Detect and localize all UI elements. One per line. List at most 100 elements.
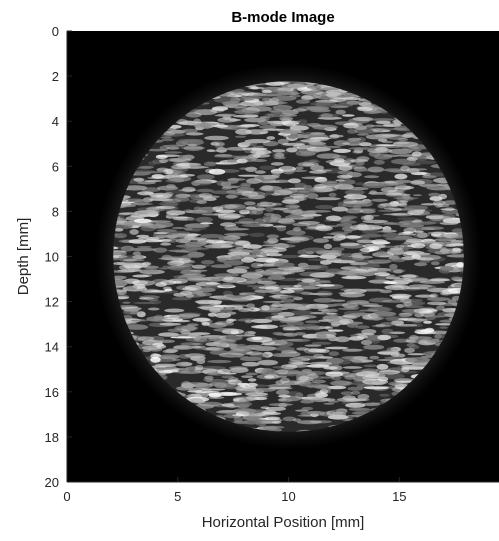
speckle-grain <box>263 410 277 414</box>
speckle-grain <box>292 120 301 123</box>
speckle-grain <box>270 312 287 316</box>
speckle-grain <box>243 409 269 414</box>
speckle-grain <box>403 277 429 282</box>
speckle-grain <box>245 392 269 397</box>
speckle-grain <box>255 150 266 155</box>
speckle-grain <box>429 196 443 202</box>
speckle-grain <box>173 345 190 350</box>
speckle-grain <box>277 303 304 309</box>
speckle-grain <box>178 189 197 192</box>
speckle-grain <box>272 225 287 228</box>
speckle-grain <box>250 245 260 250</box>
y-tick-label: 10 <box>45 250 59 265</box>
speckle-grain <box>209 382 225 387</box>
speckle-grain <box>200 388 226 391</box>
speckle-grain <box>352 150 364 154</box>
speckle-grain <box>272 331 284 335</box>
speckle-grain <box>235 249 252 253</box>
speckle-grain <box>287 236 310 242</box>
speckle-grain <box>143 239 164 243</box>
speckle-grain <box>394 173 408 180</box>
speckle-grain <box>196 188 214 193</box>
speckle-grain <box>352 262 368 266</box>
speckle-grain <box>167 328 189 333</box>
speckle-grain <box>346 100 362 105</box>
speckle-grain <box>398 232 411 235</box>
speckle-grain <box>298 254 320 258</box>
speckle-grain <box>416 257 434 261</box>
speckle-grain <box>316 153 341 159</box>
speckle-grain <box>426 297 451 301</box>
speckle-grain <box>228 118 241 122</box>
speckle-grain <box>403 256 413 260</box>
speckle-grain <box>238 174 260 177</box>
speckle-grain <box>327 416 354 420</box>
speckle-grain <box>130 247 157 252</box>
speckle-grain <box>371 316 382 321</box>
speckle-grain <box>180 330 191 335</box>
speckle-grain <box>383 168 404 172</box>
speckle-grain <box>382 232 401 239</box>
speckle-grain <box>350 390 361 395</box>
speckle-grain <box>357 107 373 112</box>
speckle-grain <box>180 146 206 150</box>
speckle-grain <box>172 319 191 323</box>
speckle-grain <box>407 209 424 216</box>
speckle-grain <box>413 219 423 222</box>
speckle-grain <box>245 129 269 135</box>
speckle-grain <box>335 109 346 115</box>
speckle-grain <box>270 110 284 114</box>
speckle-grain <box>172 297 192 301</box>
speckle-grain <box>362 182 388 189</box>
speckle-grain <box>332 411 347 418</box>
speckle-grain <box>190 264 211 267</box>
speckle-grain <box>260 269 282 275</box>
speckle-grain <box>323 366 338 370</box>
speckle-grain <box>398 312 413 317</box>
speckle-grain <box>230 255 245 260</box>
speckle-grain <box>267 386 293 390</box>
speckle-grain <box>162 265 186 269</box>
speckle-grain <box>421 307 438 314</box>
speckle-grain <box>167 260 185 266</box>
speckle-grain <box>126 285 138 290</box>
speckle-grain <box>416 232 428 239</box>
speckle-grain <box>451 277 464 282</box>
speckle-grain <box>383 123 402 127</box>
speckle-grain <box>275 380 285 385</box>
speckle-grain <box>185 293 195 298</box>
speckle-grain <box>132 274 150 278</box>
speckle-grain <box>322 236 335 239</box>
speckle-grain <box>244 330 256 336</box>
speckle-grain <box>311 341 332 345</box>
speckle-grain <box>292 370 313 374</box>
speckle-grain <box>259 116 271 119</box>
speckle-grain <box>272 95 297 101</box>
speckle-grain <box>437 183 448 186</box>
speckle-grain <box>392 295 410 300</box>
speckle-grain <box>242 414 263 421</box>
speckle-grain <box>375 324 386 327</box>
speckle-grain <box>182 287 198 291</box>
speckle-grain <box>240 256 255 263</box>
speckle-grain <box>279 317 305 322</box>
speckle-grain <box>384 356 399 359</box>
speckle-grain <box>288 267 310 270</box>
speckle-grain <box>359 309 379 312</box>
speckle-grain <box>388 148 413 155</box>
speckle-grain <box>309 420 322 424</box>
speckle-grain <box>178 353 192 359</box>
speckle-grain <box>424 172 448 177</box>
speckle-grain <box>442 200 458 205</box>
speckle-grain <box>450 235 464 239</box>
speckle-grain <box>381 140 394 144</box>
speckle-grain <box>201 213 227 216</box>
speckle-grain <box>116 305 139 309</box>
speckle-grain <box>254 207 266 211</box>
speckle-grain <box>361 329 377 335</box>
speckle-grain <box>296 355 320 360</box>
speckle-grain <box>369 190 378 195</box>
speckle-grain <box>410 180 426 186</box>
speckle-grain <box>200 233 224 239</box>
speckle-grain <box>123 309 140 312</box>
